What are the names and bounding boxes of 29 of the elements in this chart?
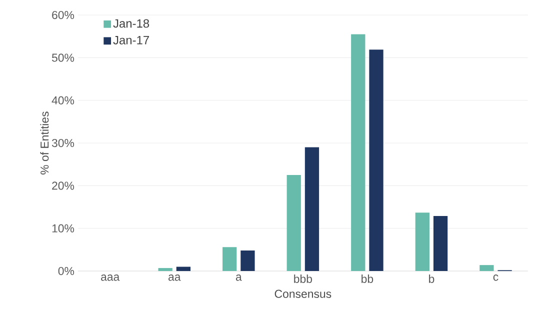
x-tick-label: bbb bbox=[294, 274, 312, 283]
x-tick-label: aaa bbox=[101, 274, 120, 281]
bar bbox=[304, 147, 320, 272]
legend-label: Jan-18 bbox=[113, 19, 150, 28]
x-axis-title: Consensus bbox=[274, 290, 332, 298]
y-tick-label: 0% bbox=[58, 266, 74, 276]
bar bbox=[158, 268, 172, 272]
x-tick-label: aa bbox=[168, 274, 181, 281]
bar bbox=[222, 247, 237, 272]
bar bbox=[433, 216, 448, 272]
bar bbox=[415, 212, 430, 272]
bar bbox=[480, 265, 494, 272]
bar bbox=[369, 50, 384, 272]
x-tick-label: b bbox=[429, 274, 434, 283]
bar bbox=[351, 34, 366, 272]
bar bbox=[176, 266, 190, 272]
y-tick-label: 40% bbox=[52, 96, 74, 104]
y-tick-label: 20% bbox=[52, 182, 74, 190]
y-tick-label: 50% bbox=[52, 54, 74, 62]
x-tick-label: a bbox=[236, 274, 242, 281]
legend-label: Jan-17 bbox=[113, 36, 149, 44]
y-tick-label: 60% bbox=[52, 10, 74, 20]
y-axis-title: % of Entities bbox=[40, 112, 49, 174]
y-tick-label: 10% bbox=[52, 224, 74, 232]
y-tick-label: 30% bbox=[52, 138, 74, 148]
bar bbox=[286, 175, 301, 272]
x-tick-label: bb bbox=[362, 274, 374, 283]
x-tick-label: c bbox=[493, 274, 498, 281]
bar bbox=[240, 250, 255, 272]
